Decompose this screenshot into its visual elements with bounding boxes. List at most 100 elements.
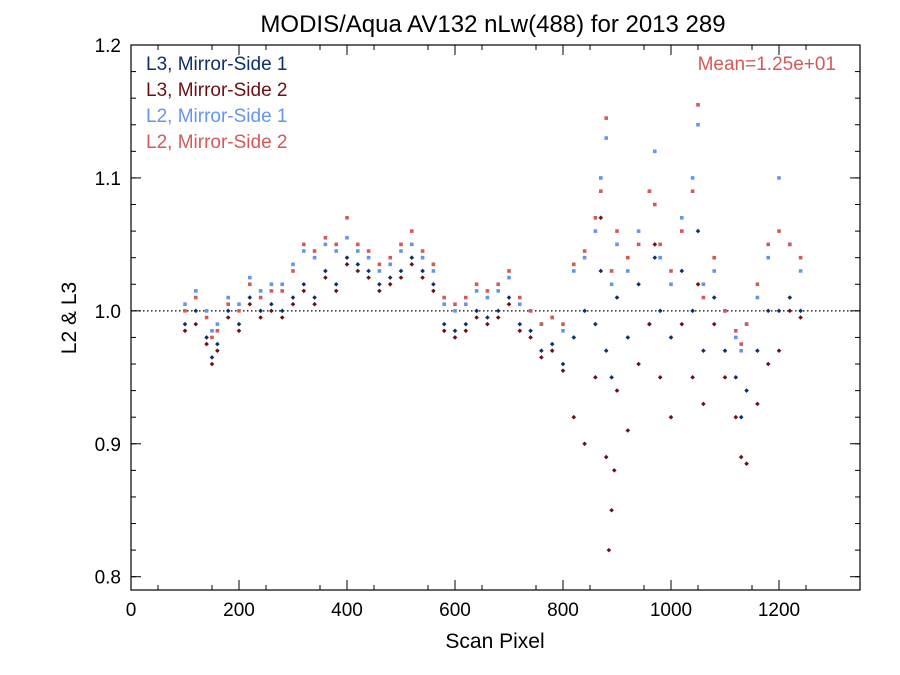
data-point xyxy=(193,321,199,327)
data-point xyxy=(355,262,361,267)
data-point xyxy=(679,268,685,274)
data-point xyxy=(453,309,457,313)
data-point xyxy=(549,348,555,354)
data-point xyxy=(334,249,338,253)
data-point xyxy=(598,215,604,221)
data-point xyxy=(723,309,727,313)
data-point xyxy=(612,468,617,473)
data-point xyxy=(225,315,231,320)
data-point xyxy=(734,335,738,340)
data-point xyxy=(269,301,274,307)
data-point xyxy=(582,249,587,253)
data-point xyxy=(495,308,501,314)
data-point xyxy=(787,308,793,314)
data-point xyxy=(755,295,760,300)
data-point xyxy=(409,262,415,267)
data-point xyxy=(377,262,382,267)
data-point xyxy=(269,308,274,314)
x-tick-label: 1000 xyxy=(650,600,692,621)
data-point xyxy=(388,255,392,260)
series-3 xyxy=(183,122,803,353)
data-point xyxy=(333,281,339,287)
x-tick-label: 400 xyxy=(331,600,363,621)
data-point xyxy=(690,375,695,380)
data-point xyxy=(409,255,415,260)
data-point xyxy=(344,262,350,267)
data-point xyxy=(680,216,684,220)
data-point xyxy=(744,461,749,467)
data-point xyxy=(280,289,284,293)
data-point xyxy=(755,348,760,354)
data-point xyxy=(237,302,241,307)
data-point xyxy=(215,348,220,354)
data-point xyxy=(712,255,716,260)
data-point xyxy=(420,255,425,260)
data-point xyxy=(572,269,576,273)
data-point xyxy=(507,269,511,273)
data-point xyxy=(442,302,446,307)
data-point xyxy=(356,249,360,253)
data-point xyxy=(733,414,739,420)
data-point xyxy=(387,281,393,287)
data-point xyxy=(599,189,603,194)
data-point xyxy=(209,355,215,360)
data-point xyxy=(496,282,500,287)
data-point xyxy=(658,242,662,247)
data-point xyxy=(258,295,263,300)
data-point xyxy=(302,242,306,247)
data-point xyxy=(701,348,706,354)
series-2 xyxy=(182,215,803,553)
data-point xyxy=(599,176,603,180)
data-point xyxy=(652,255,658,260)
data-point xyxy=(279,315,285,320)
data-point xyxy=(739,348,743,353)
data-point xyxy=(290,295,296,300)
data-point xyxy=(194,289,198,293)
data-point xyxy=(269,289,274,293)
data-point xyxy=(215,322,220,326)
data-point xyxy=(464,295,468,300)
plot-frame xyxy=(130,44,861,591)
data-point xyxy=(247,295,253,300)
axis-ticks-group xyxy=(130,44,860,590)
data-point xyxy=(755,282,760,287)
data-point xyxy=(604,136,608,140)
data-point xyxy=(301,288,307,294)
data-point xyxy=(657,308,663,314)
data-point xyxy=(701,282,706,287)
data-point xyxy=(323,235,328,240)
data-point xyxy=(738,454,744,460)
data-point xyxy=(695,228,701,234)
data-point xyxy=(744,388,749,393)
data-point xyxy=(248,282,252,287)
data-point xyxy=(571,335,577,340)
y-tick-label: 0.8 xyxy=(95,568,121,589)
data-point xyxy=(474,315,479,320)
data-point xyxy=(766,242,770,247)
data-point xyxy=(463,328,469,334)
data-point xyxy=(518,302,522,307)
data-point xyxy=(453,302,457,307)
data-point xyxy=(517,321,523,327)
data-point xyxy=(571,414,577,420)
legend-entry-2: L3, Mirror-Side 2 xyxy=(146,80,288,101)
data-point xyxy=(711,295,717,300)
data-point xyxy=(431,262,436,267)
data-point xyxy=(593,321,598,327)
data-point xyxy=(690,189,695,194)
data-point xyxy=(204,335,209,340)
data-point xyxy=(388,262,392,267)
data-point xyxy=(215,328,220,333)
data-point xyxy=(734,328,738,333)
data-point xyxy=(431,281,436,287)
data-point xyxy=(183,302,187,307)
data-point xyxy=(798,308,803,314)
data-point xyxy=(280,282,284,287)
data-point xyxy=(560,368,566,373)
data-point xyxy=(766,255,770,260)
data-point xyxy=(701,401,706,407)
data-point xyxy=(636,229,641,233)
data-point xyxy=(496,289,500,293)
data-point xyxy=(269,282,274,287)
